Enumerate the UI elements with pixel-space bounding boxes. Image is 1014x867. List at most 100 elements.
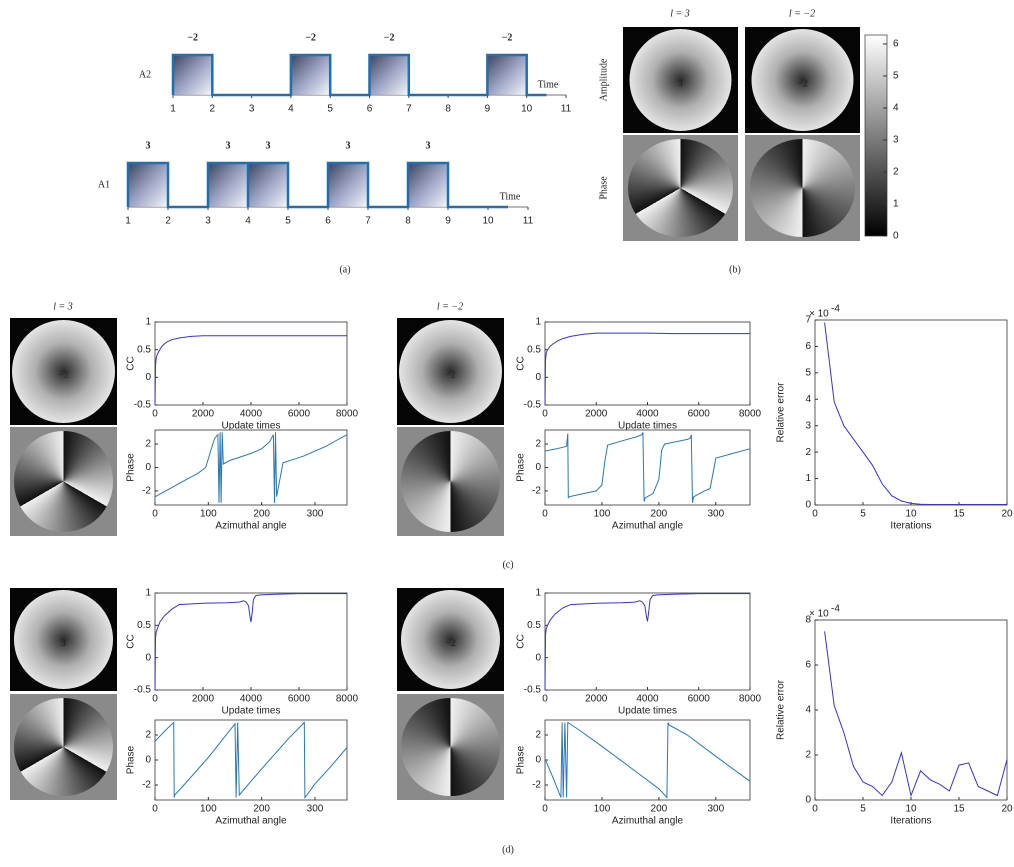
y-tick-label: -0.5 xyxy=(524,400,542,411)
y-tick-label: 0 xyxy=(805,500,811,511)
colorbar-tick-label: 4 xyxy=(893,103,899,114)
x-tick-label: 0 xyxy=(812,804,818,815)
x-tick-label: 8000 xyxy=(336,694,359,705)
phase-disk xyxy=(14,431,113,532)
y-axis-label: Phase xyxy=(126,453,137,482)
y-tick-label: 7 xyxy=(805,315,811,326)
x-tick-label: 8000 xyxy=(739,694,762,705)
mode-header: l = 3 xyxy=(670,8,690,19)
plot-area xyxy=(814,319,1008,506)
x-tick-label: 100 xyxy=(594,509,611,520)
panel-label: (c) xyxy=(502,559,513,570)
plot-area xyxy=(544,719,751,801)
image-digit: −2 xyxy=(58,370,69,381)
amplitude-disk xyxy=(629,29,732,131)
phase-image xyxy=(745,135,860,241)
data-line xyxy=(544,332,750,406)
amplitude-disk xyxy=(12,320,115,423)
x-axis-label: Update times xyxy=(222,421,281,432)
y-axis-label: Phase xyxy=(516,453,527,482)
x-tick-label: 0 xyxy=(812,509,818,520)
y-tick-label: 4 xyxy=(805,394,811,405)
y-tick-label: 0 xyxy=(535,372,541,383)
x-tick-label: 0 xyxy=(152,804,158,815)
axis-label: Time xyxy=(538,79,559,90)
colorbar-tick-label: 1 xyxy=(893,199,899,210)
x-tick-label: 8000 xyxy=(739,409,762,420)
x-tick-label: 2000 xyxy=(585,409,608,420)
x-tick-label: 8 xyxy=(445,104,451,115)
y-axis-label: CC xyxy=(516,356,527,370)
x-tick-label: 8 xyxy=(405,216,411,227)
row-label: Phase xyxy=(598,176,609,200)
x-axis-label: Azimuthal angle xyxy=(612,816,684,827)
pulse-label: −2 xyxy=(384,32,395,43)
x-tick-label: 10 xyxy=(905,509,917,520)
x-tick-label: 300 xyxy=(307,509,324,520)
x-tick-label: 0 xyxy=(152,409,158,420)
x-tick-label: 5 xyxy=(327,104,333,115)
plot-area xyxy=(154,719,348,801)
image-digit: 3 xyxy=(61,638,66,649)
y-tick-label: 1 xyxy=(535,588,541,599)
phase-disk xyxy=(401,698,500,796)
y-tick-label: 0 xyxy=(145,372,151,383)
y-tick-label: -0.5 xyxy=(134,685,152,696)
pulse-content xyxy=(369,55,409,95)
x-tick-label: 4 xyxy=(288,104,294,115)
y-tick-label: 2 xyxy=(535,439,541,450)
x-tick-label: 11 xyxy=(561,104,572,115)
pulse-content xyxy=(328,163,368,207)
y-tick-label: 0 xyxy=(535,755,541,766)
y-tick-label: 1 xyxy=(805,473,811,484)
x-tick-label: 0 xyxy=(152,509,158,520)
x-tick-label: 6000 xyxy=(688,694,711,705)
image-digit: −2 xyxy=(797,78,808,89)
y-tick-label: 2 xyxy=(145,730,151,741)
x-tick-label: 200 xyxy=(253,509,270,520)
y-tick-label: -2 xyxy=(532,780,541,791)
y-tick-label: -0.5 xyxy=(134,400,152,411)
pulse-content xyxy=(487,55,527,95)
x-tick-label: 6000 xyxy=(688,409,711,420)
pulse-label: 3 xyxy=(426,140,431,151)
y-tick-label: -2 xyxy=(532,486,541,497)
x-tick-label: 7 xyxy=(365,216,371,227)
x-axis-label: Azimuthal angle xyxy=(215,521,287,532)
x-tick-label: 0 xyxy=(542,694,548,705)
y-tick-label: 0 xyxy=(145,462,151,473)
amplitude-disk xyxy=(751,29,854,131)
x-tick-label: 3 xyxy=(205,216,211,227)
x-tick-label: 0 xyxy=(152,694,158,705)
x-tick-label: 0 xyxy=(542,509,548,520)
x-tick-label: 100 xyxy=(200,509,217,520)
colorbar-tick-label: 2 xyxy=(893,167,899,178)
x-tick-label: 300 xyxy=(707,804,724,815)
signal-line xyxy=(171,53,547,97)
x-tick-label: 7 xyxy=(406,104,412,115)
pulse-label: 3 xyxy=(146,140,151,151)
x-tick-label: 5 xyxy=(860,509,866,520)
phase-disk xyxy=(749,139,856,237)
y-scale-exponent: -4 xyxy=(831,604,840,615)
panel-label: (d) xyxy=(502,844,514,855)
panel-label: (b) xyxy=(729,264,741,275)
x-tick-label: 2000 xyxy=(585,694,608,705)
y-tick-label: -2 xyxy=(142,486,151,497)
x-axis-label: Azimuthal angle xyxy=(215,816,287,827)
pulse-content xyxy=(408,163,448,207)
y-tick-label: 0 xyxy=(145,755,151,766)
signal-line xyxy=(126,161,508,209)
x-tick-label: 200 xyxy=(253,804,270,815)
x-tick-label: 9 xyxy=(445,216,451,227)
data-line xyxy=(154,593,347,691)
pulse-content xyxy=(208,163,248,207)
x-tick-label: 15 xyxy=(953,509,965,520)
data-line xyxy=(544,721,751,799)
colorbar xyxy=(864,34,888,237)
y-axis-label: CC xyxy=(126,634,137,648)
mode-header: l = −2 xyxy=(437,301,463,312)
amplitude-disk xyxy=(14,590,113,689)
x-tick-label: 10 xyxy=(905,804,917,815)
y-tick-label: 0 xyxy=(145,652,151,663)
